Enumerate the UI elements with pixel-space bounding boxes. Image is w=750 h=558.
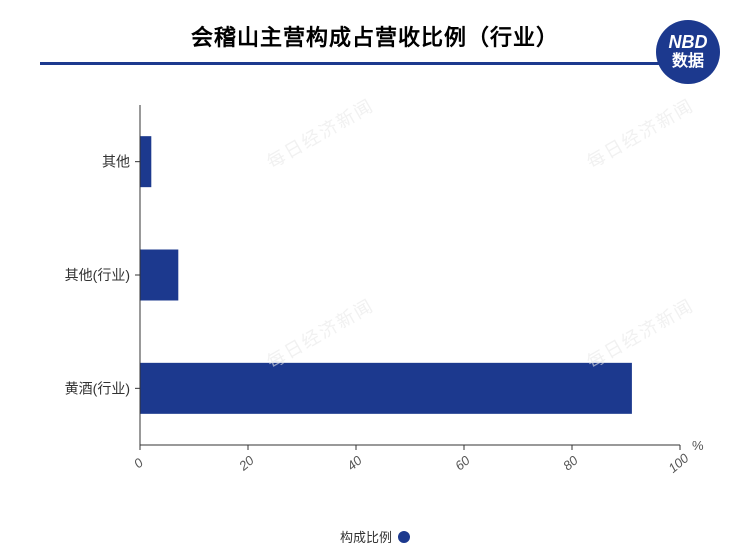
category-label: 其他(行业) [65, 267, 130, 283]
chart-container: 会稽山主营构成占营收比例（行业） NBD 数据 0 20 40 60 80 100% 其他其… [0, 0, 750, 558]
legend-dot [398, 531, 410, 543]
bar [141, 363, 632, 414]
chart-header: 会稽山主营构成占营收比例（行业） NBD 数据 [40, 20, 710, 65]
chart-title: 会稽山主营构成占营收比例（行业） [40, 20, 710, 52]
category-label: 黄酒(行业) [65, 380, 130, 396]
x-tick-label: 20 [235, 452, 257, 474]
x-tick-label: 80 [560, 452, 581, 473]
x-tick-label: 40 [344, 452, 365, 473]
legend: 构成比例 [340, 527, 410, 546]
bar [141, 136, 152, 187]
chart-area: 0 20 40 60 80 100% 其他其他(行业) 黄酒(行业) [40, 95, 710, 515]
title-underline [40, 62, 710, 65]
logo-text-2: 数据 [672, 53, 704, 71]
x-tick-label: 100 [665, 450, 692, 476]
chart-svg: 0 20 40 60 80 100% 其他其他(行业) 黄酒(行业) [40, 95, 710, 515]
x-tick-label: 0 [131, 455, 147, 472]
category-label: 其他 [102, 154, 130, 170]
logo-text-1: NBD [669, 33, 708, 53]
logo-badge: NBD 数据 [656, 20, 720, 84]
legend-label: 构成比例 [340, 527, 392, 546]
x-tick-label: 60 [452, 452, 473, 473]
x-axis-unit: % [692, 438, 704, 453]
bar [141, 250, 179, 301]
